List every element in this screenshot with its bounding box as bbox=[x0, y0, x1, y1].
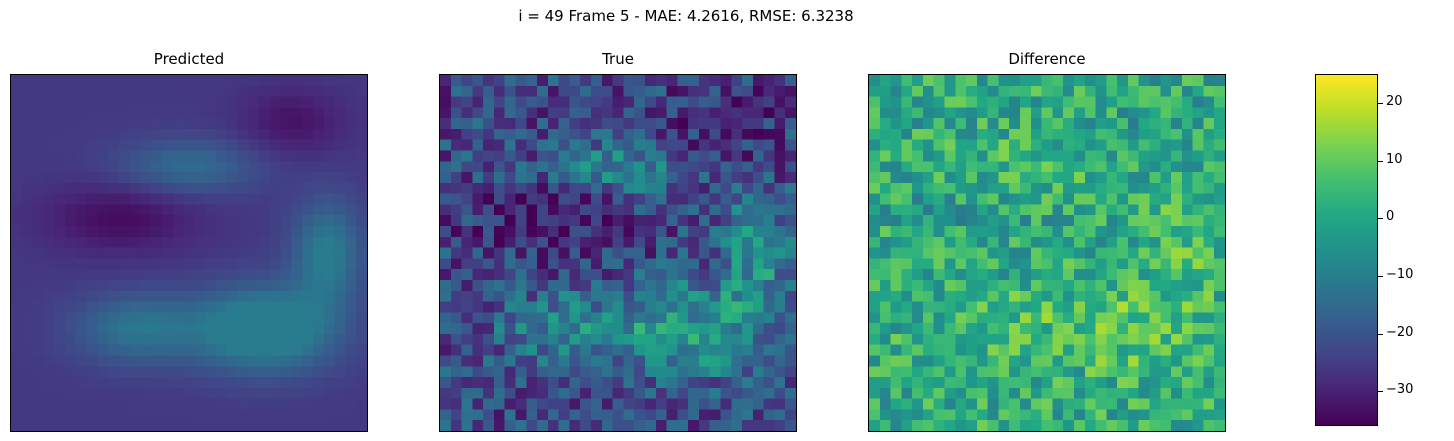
true-title: True bbox=[602, 50, 634, 68]
colorbar-tick-label: −10 bbox=[1386, 266, 1414, 282]
predicted-heatmap-canvas bbox=[11, 75, 367, 431]
colorbar-tick-label: 20 bbox=[1386, 93, 1403, 109]
colorbar-tick-label: −30 bbox=[1386, 382, 1414, 398]
difference-heatmap bbox=[868, 74, 1226, 432]
true-heatmap-canvas bbox=[440, 75, 796, 431]
colorbar-tick-mark bbox=[1378, 102, 1383, 104]
difference-heatmap-canvas bbox=[869, 75, 1225, 431]
colorbar-tick-mark bbox=[1378, 218, 1383, 220]
colorbar-tick-mark bbox=[1378, 391, 1383, 393]
colorbar-tick-label: 0 bbox=[1386, 209, 1395, 225]
colorbar-tick-label: 10 bbox=[1386, 151, 1403, 167]
colorbar-tick-mark bbox=[1378, 333, 1383, 335]
difference-title: Difference bbox=[1008, 50, 1086, 68]
true-heatmap bbox=[439, 74, 797, 432]
predicted-heatmap bbox=[10, 74, 368, 432]
colorbar-tick-mark bbox=[1378, 275, 1383, 277]
colorbar-tick-mark bbox=[1378, 160, 1383, 162]
colorbar bbox=[1315, 74, 1378, 426]
colorbar-tick-label: −20 bbox=[1386, 324, 1414, 340]
predicted-title: Predicted bbox=[153, 50, 225, 68]
figure-suptitle: i = 49 Frame 5 - MAE: 4.2616, RMSE: 6.32… bbox=[518, 7, 854, 25]
